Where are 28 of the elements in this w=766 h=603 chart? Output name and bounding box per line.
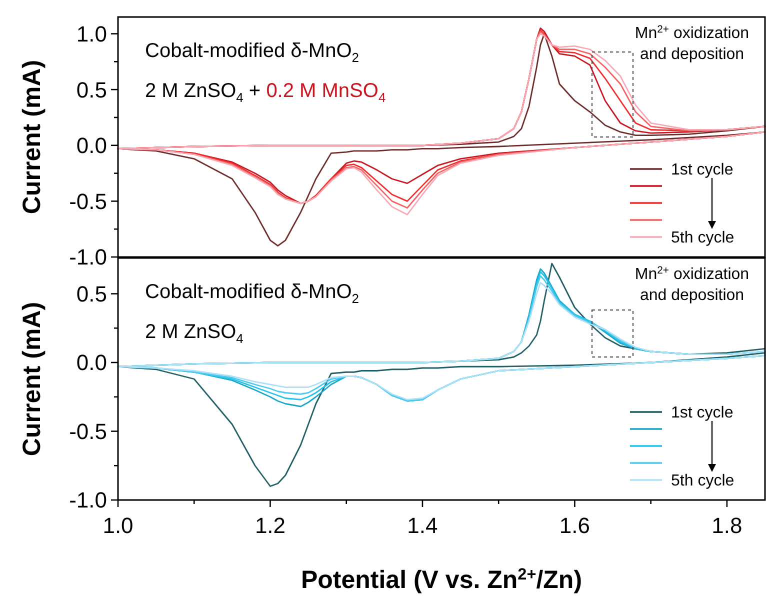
y-tick-label: 0.0 (76, 133, 107, 158)
x-tick-label: 1.2 (254, 513, 286, 538)
y-tick-label: 0.5 (76, 281, 107, 306)
annotation: 0.2 M MnSO$_{4}$ (266, 80, 386, 105)
y-tick-label: -1.0 (69, 244, 107, 270)
text: Cobalt-modified δ-MnO$_{2}$ (145, 281, 359, 306)
y-tick-label: -1.0 (69, 488, 107, 513)
legend-label: 1st cycle (671, 404, 734, 422)
y-tick-label: 1.0 (76, 21, 107, 46)
x-tick-label: 1.0 (102, 513, 134, 538)
x-tick-label: 1.4 (407, 513, 438, 538)
legend-label: 5th cycle (671, 472, 734, 490)
y-axis-title: Current (mA) (18, 60, 46, 214)
y-axis-title: Current (mA) (18, 302, 46, 456)
y-tick-label: 0.5 (76, 77, 107, 102)
x-tick-label: 1.6 (559, 513, 590, 538)
legend-label: 1st cycle (671, 162, 734, 179)
annotation: Mn$^{2+}$ oxidization and deposition (634, 265, 750, 304)
y-tick-label: -0.5 (69, 188, 107, 214)
x-tick-label: 1.8 (712, 513, 742, 538)
y-tick-label: 0.0 (76, 350, 107, 376)
text: 2 M ZnSO$_{4}$ + (145, 80, 261, 105)
text: 2 M ZnSO$_{4}$ (145, 321, 244, 346)
annotation: Mn$^{2+}$ oxidization and deposition (634, 24, 750, 63)
x-axis-title: Potential (V vs. Zn$^{2+}$/Zn) (300, 565, 582, 594)
text: Cobalt-modified δ-MnO$_{2}$ (145, 40, 359, 65)
y-tick-label: -0.5 (69, 418, 107, 444)
legend-label: 5th cycle (671, 230, 734, 247)
